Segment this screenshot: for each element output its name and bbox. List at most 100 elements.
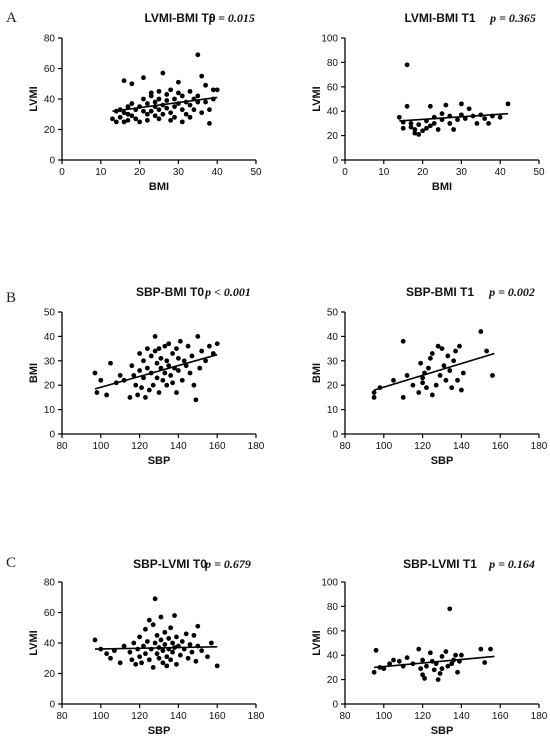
y-tick-label: 30: [327, 356, 339, 367]
x-tick-label: 80: [339, 711, 351, 722]
regression-line: [112, 96, 218, 112]
data-point: [459, 652, 464, 658]
y-tick-label: 0: [49, 430, 55, 441]
data-point: [131, 640, 137, 646]
data-point: [199, 110, 205, 116]
data-point: [185, 343, 191, 349]
data-point: [466, 106, 472, 112]
data-point: [199, 348, 205, 354]
chart-title: LVMI-BMI T1: [404, 11, 475, 25]
x-tick-label: 180: [248, 441, 265, 452]
chart-title: LVMI-BMI T0: [144, 11, 215, 25]
data-point: [139, 660, 144, 666]
data-point: [166, 363, 172, 369]
x-tick-label: 80: [56, 441, 68, 452]
data-point: [431, 667, 437, 673]
y-tick-label: 80: [44, 34, 56, 45]
data-point: [121, 643, 127, 649]
data-point: [451, 358, 457, 364]
data-point: [156, 88, 162, 94]
data-point: [208, 640, 214, 646]
data-point: [158, 614, 164, 620]
y-tick-label: 40: [327, 332, 339, 343]
x-tick-label: 50: [250, 167, 262, 178]
y-tick-label: 60: [44, 608, 56, 619]
chart-title: SBP-BMI T1: [406, 285, 474, 299]
x-tick-label: 20: [417, 167, 429, 178]
data-point: [170, 649, 175, 655]
x-tick-label: 10: [378, 167, 390, 178]
panel-label-c: C: [6, 555, 16, 571]
data-point: [486, 121, 491, 126]
data-point: [410, 382, 416, 388]
data-point: [131, 373, 137, 378]
x-tick-label: 180: [248, 711, 265, 722]
data-point: [146, 617, 152, 623]
x-tick-label: 180: [531, 711, 548, 722]
scatter-chart-4: SBP-BMI T1 p = 0.002 80 100 120 140 160 180 0 10 2…: [311, 285, 548, 467]
x-tick-label: 50: [533, 167, 545, 178]
y-tick-label: 20: [44, 125, 56, 136]
data-point: [172, 104, 177, 110]
data-point: [166, 636, 172, 641]
data-point: [183, 111, 189, 117]
x-tick-label: 100: [375, 441, 392, 452]
data-point: [457, 343, 462, 349]
data-point: [164, 92, 170, 97]
data-point: [455, 117, 460, 123]
data-point: [164, 358, 170, 364]
data-point: [424, 663, 429, 669]
data-point: [152, 640, 158, 646]
data-point: [135, 392, 141, 398]
data-point: [104, 392, 110, 398]
y-tick-label: 10: [327, 405, 339, 416]
chart-title: SBP-BMI T0: [136, 285, 204, 299]
scatter-chart-6: SBP-LVMI T1 p = 0.164 80 100 120 140 160 180 0 20…: [311, 557, 548, 737]
p-value: p < 0.001: [204, 285, 251, 299]
data-point: [121, 119, 127, 125]
data-point: [92, 370, 98, 376]
data-point: [154, 651, 160, 657]
x-tick-label: 120: [414, 711, 431, 722]
data-point: [137, 634, 143, 640]
data-point: [125, 111, 131, 117]
data-point: [447, 368, 453, 373]
regression-line: [399, 112, 509, 122]
data-point: [129, 657, 135, 663]
data-point: [371, 395, 377, 400]
data-point: [373, 647, 379, 653]
p-value: p = 0.679: [204, 557, 251, 571]
y-axis-label: BMI: [311, 363, 323, 383]
data-point: [141, 75, 146, 81]
data-point: [164, 663, 170, 669]
data-point: [170, 351, 175, 356]
data-point: [164, 654, 170, 660]
x-tick-label: 140: [170, 711, 187, 722]
data-point: [203, 99, 208, 105]
data-point: [426, 365, 431, 371]
data-point: [133, 661, 139, 667]
data-point: [408, 121, 414, 126]
data-point: [455, 669, 460, 675]
regression-line: [94, 646, 218, 650]
data-point: [183, 631, 189, 637]
y-tick-label: 80: [327, 58, 339, 69]
data-point: [199, 73, 205, 79]
data-point: [137, 351, 143, 356]
x-axis-label: SBP: [148, 725, 171, 737]
data-point: [176, 79, 181, 85]
data-point: [427, 123, 433, 129]
panel-label-a: A: [6, 10, 17, 26]
data-point: [445, 663, 451, 669]
data-point: [137, 368, 143, 373]
data-point: [453, 652, 458, 658]
data-point: [172, 613, 177, 618]
data-point: [435, 343, 441, 349]
data-point: [168, 625, 174, 631]
data-point: [396, 658, 402, 664]
data-point: [137, 654, 143, 660]
x-tick-label: 20: [134, 167, 146, 178]
y-tick-label: 20: [327, 675, 339, 686]
data-point: [137, 119, 143, 125]
data-point: [152, 334, 158, 339]
